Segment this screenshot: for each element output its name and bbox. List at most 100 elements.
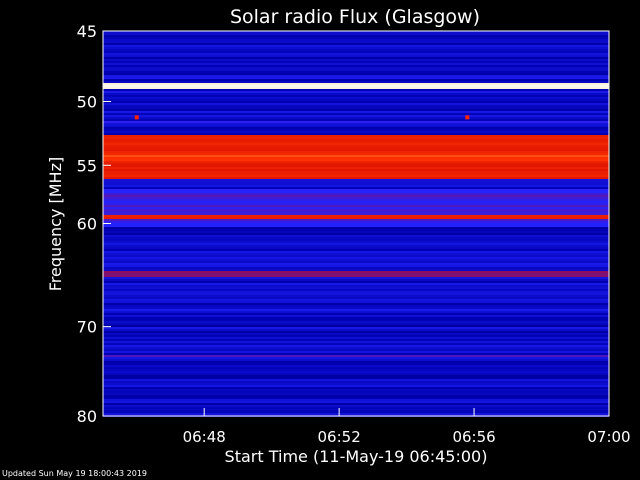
spectrogram-row [103, 111, 609, 113]
spectrogram-row [103, 159, 609, 161]
spectrogram-row [103, 389, 609, 391]
spectrogram-row [103, 53, 609, 55]
spectrogram-row [103, 157, 609, 159]
spectrogram-row [103, 43, 609, 45]
spectrogram-row [103, 285, 609, 287]
radio-spike [134, 115, 139, 120]
spectrogram-row [103, 345, 609, 347]
spectrogram-row [103, 195, 609, 197]
spectrogram-row [103, 131, 609, 133]
spectrogram-row [103, 65, 609, 67]
spectrogram-row [103, 411, 609, 413]
spectrogram-row [103, 363, 609, 365]
spectrogram-row [103, 249, 609, 251]
spectrogram-row [103, 51, 609, 53]
spectrogram-row [103, 385, 609, 387]
spectrogram-row [103, 101, 609, 103]
spectrogram-row [103, 173, 609, 175]
spectrogram-row [103, 121, 609, 123]
spectrogram-row [103, 301, 609, 303]
spectrogram-row [103, 105, 609, 107]
spectrogram-row [103, 145, 609, 147]
plot-area [103, 31, 609, 417]
spectrogram-row [103, 165, 609, 167]
radio-spike [465, 115, 470, 120]
x-tick-label: 06:48 [183, 428, 226, 446]
spectrogram-row [103, 103, 609, 105]
spectrogram-row [103, 277, 609, 279]
spectrogram-row [103, 409, 609, 411]
x-axis: 06:48 06:52 06:56 07:00 [183, 408, 631, 446]
spectrogram-row [103, 353, 609, 355]
y-tick-label: 80 [77, 407, 97, 426]
spectrogram-row [103, 283, 609, 285]
spectrogram-row [103, 153, 609, 155]
spectrogram-row [103, 255, 609, 257]
spectrogram-row [103, 213, 609, 215]
spectrogram-row [103, 45, 609, 47]
spectrogram-row [103, 185, 609, 187]
spectrogram-row [103, 77, 609, 79]
spectrogram-row [103, 199, 609, 201]
spectrogram-row [103, 311, 609, 313]
spectrogram-row [103, 317, 609, 319]
spectrogram-row [103, 113, 609, 115]
spectrogram-row [103, 181, 609, 183]
spectrogram-row [103, 387, 609, 389]
spectrogram-row [103, 279, 609, 281]
spectrogram-row [103, 297, 609, 299]
spectrogram-row [103, 125, 609, 127]
spectrogram-row [103, 55, 609, 57]
spectrogram-row [103, 413, 609, 415]
spectrogram-row [103, 371, 609, 373]
update-timestamp: Updated Sun May 19 18:00:43 2019 [2, 469, 147, 478]
spectrogram-row [103, 247, 609, 249]
spectrogram-row [103, 39, 609, 41]
y-axis: 45 50 55 60 70 80 [77, 22, 111, 426]
spectrogram-row [103, 123, 609, 125]
y-tick-label: 60 [77, 215, 97, 234]
spectrogram-row [103, 401, 609, 403]
spectrogram-row [103, 71, 609, 73]
spectrogram-row [103, 183, 609, 185]
spectrogram-row [103, 127, 609, 129]
spectrogram-row [103, 369, 609, 371]
spectrogram-row [103, 225, 609, 227]
spectrogram-row [103, 87, 609, 89]
spectrogram-row [103, 315, 609, 317]
spectrogram-row [103, 289, 609, 291]
spectrogram-row [103, 69, 609, 71]
spectrogram-row [103, 373, 609, 375]
spectrogram-row [103, 171, 609, 173]
spectrogram-row [103, 351, 609, 353]
x-tick-label: 06:52 [318, 428, 361, 446]
spectrogram-row [103, 93, 609, 95]
spectrogram-row [103, 339, 609, 341]
spectrogram-row [103, 395, 609, 397]
spectrogram-row [103, 59, 609, 61]
spectrogram-row [103, 201, 609, 203]
spectrogram-row [103, 217, 609, 219]
spectrogram-row [103, 221, 609, 223]
spectrogram-row [103, 261, 609, 263]
spectrogram-row [103, 67, 609, 69]
spectrogram-row [103, 293, 609, 295]
spectrogram-row [103, 207, 609, 209]
spectrogram-row [103, 349, 609, 351]
spectrogram-row [103, 167, 609, 169]
spectrogram-row [103, 79, 609, 81]
spectrogram-row [103, 83, 609, 85]
spectrogram-row [103, 377, 609, 379]
spectrogram-row [103, 333, 609, 335]
spectrogram-row [103, 187, 609, 189]
spectrogram-row [103, 407, 609, 409]
spectrogram-row [103, 227, 609, 229]
spectrogram-row [103, 99, 609, 101]
spectrogram-row [103, 257, 609, 259]
spectrogram-row [103, 391, 609, 393]
spectrogram-row [103, 189, 609, 191]
spectrogram-row [103, 361, 609, 363]
spectrogram-row [103, 367, 609, 369]
spectrogram-row [103, 321, 609, 323]
